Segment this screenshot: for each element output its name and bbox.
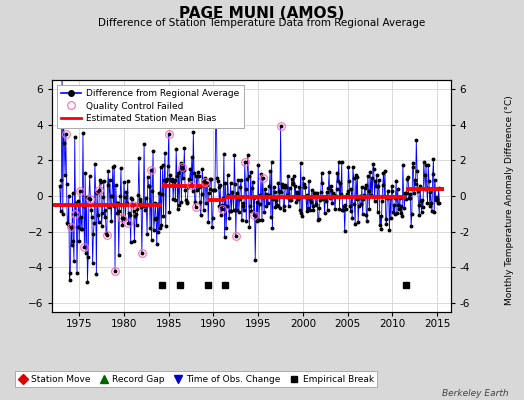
Legend: Difference from Regional Average, Quality Control Failed, Estimated Station Mean: Difference from Regional Average, Qualit… — [57, 84, 244, 128]
Text: Difference of Station Temperature Data from Regional Average: Difference of Station Temperature Data f… — [99, 18, 425, 28]
Text: Berkeley Earth: Berkeley Earth — [442, 389, 508, 398]
Text: Monthly Temperature Anomaly Difference (°C): Monthly Temperature Anomaly Difference (… — [505, 95, 514, 305]
Text: PAGE MUNI (AMOS): PAGE MUNI (AMOS) — [179, 6, 345, 21]
Legend: Station Move, Record Gap, Time of Obs. Change, Empirical Break: Station Move, Record Gap, Time of Obs. C… — [15, 371, 377, 388]
